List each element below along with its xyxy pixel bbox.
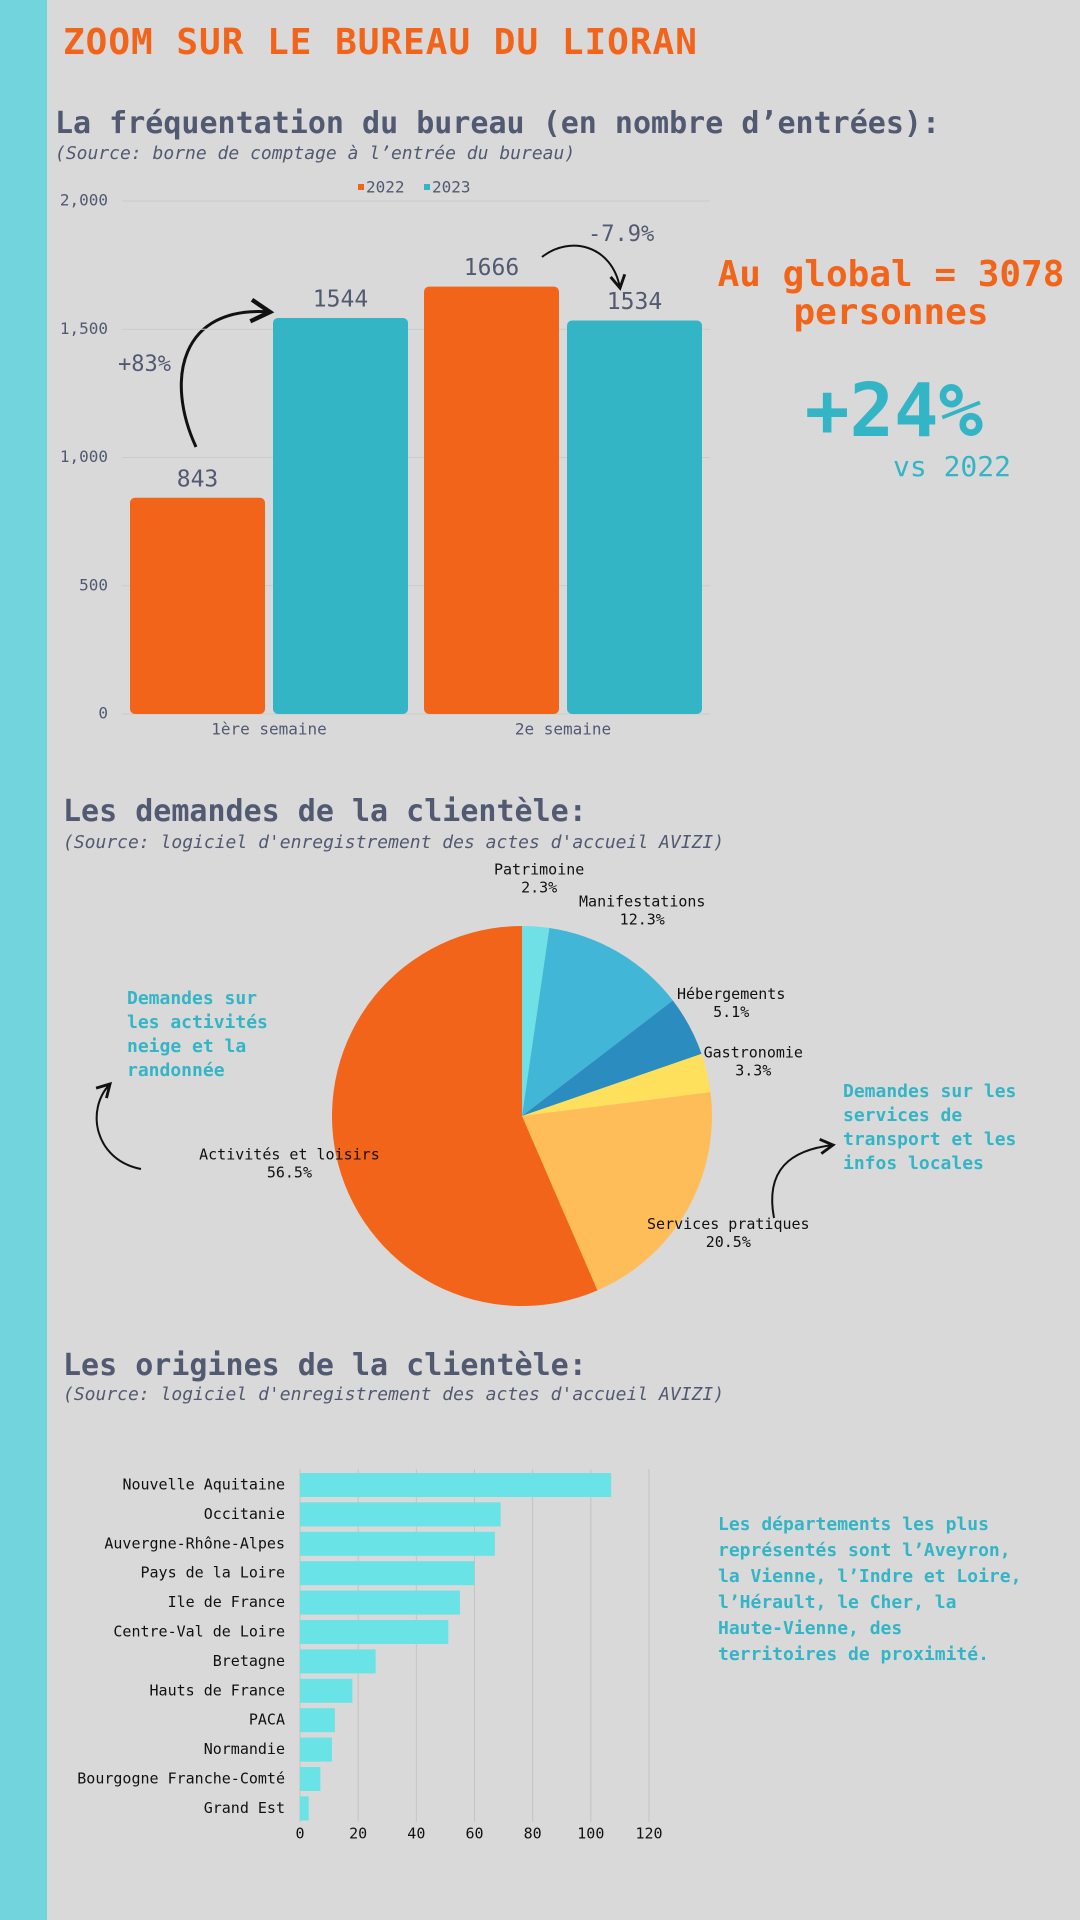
chart-subtitle: (Source: borne de comptage à l’entrée du… xyxy=(55,143,576,164)
y-tick-label: Ile de France xyxy=(168,1593,285,1611)
x-tick-label: 1ère semaine xyxy=(211,720,327,739)
y-tick-label: PACA xyxy=(249,1711,285,1729)
bar xyxy=(300,1531,495,1556)
x-tick-label: 2e semaine xyxy=(515,720,611,739)
x-tick-label: 40 xyxy=(407,1825,425,1843)
slice-label: Gastronomie xyxy=(704,1044,803,1062)
annotation: Au global = 3078 personnes xyxy=(717,254,1065,333)
bar xyxy=(424,286,559,714)
annotation: Les départements les plus représentés so… xyxy=(718,1514,1022,1665)
pie-slice xyxy=(522,926,550,1116)
bar xyxy=(273,317,408,714)
annotation: vs 2022 xyxy=(893,450,1012,483)
value-label: 843 xyxy=(177,466,219,492)
annotation: Demandes sur les services de transport e… xyxy=(843,1081,1017,1174)
y-tick-label: 0 xyxy=(98,704,108,723)
bar xyxy=(300,1796,309,1821)
annotation: +83% xyxy=(118,352,171,377)
slice-value-label: 12.3% xyxy=(620,911,665,929)
y-tick-label: 500 xyxy=(79,575,108,594)
y-tick-label: Centre-Val de Loire xyxy=(113,1623,285,1641)
bar xyxy=(300,1678,353,1703)
y-tick-label: Auvergne-Rhône-Alpes xyxy=(104,1534,285,1552)
annotation: -7.9% xyxy=(588,222,655,247)
chart-title: La fréquentation du bureau (en nombre d’… xyxy=(55,106,941,141)
bar xyxy=(300,1620,449,1644)
chart-title: Les demandes de la clientèle: xyxy=(63,794,587,829)
annotation: Demandes sur les activités neige et la r… xyxy=(127,988,268,1081)
slice-label: Manifestations xyxy=(579,893,705,911)
page-title: ZOOM SUR LE BUREAU DU LIORAN xyxy=(63,22,698,63)
y-tick-label: 1,500 xyxy=(60,319,108,338)
value-label: 1534 xyxy=(607,289,662,315)
legend-marker xyxy=(424,184,430,190)
bar xyxy=(300,1473,612,1497)
bar xyxy=(300,1767,321,1791)
chart-title: Les origines de la clientèle: xyxy=(63,1348,587,1383)
bar xyxy=(300,1737,332,1762)
y-tick-label: Pays de la Loire xyxy=(141,1564,286,1582)
x-tick-label: 0 xyxy=(295,1825,304,1843)
pie-slice xyxy=(522,1000,702,1116)
pie-slice xyxy=(522,1092,712,1291)
x-tick-label: 120 xyxy=(635,1825,662,1843)
pie-slice xyxy=(332,926,598,1306)
y-tick-label: Hauts de France xyxy=(150,1681,285,1699)
bar xyxy=(130,497,265,714)
slice-label: Services pratiques xyxy=(647,1215,810,1233)
x-tick-label: 100 xyxy=(577,1825,604,1843)
bar xyxy=(300,1590,460,1615)
slice-label: Activités et loisirs xyxy=(199,1146,380,1164)
slice-value-label: 56.5% xyxy=(267,1164,312,1182)
chart-subtitle: (Source: logiciel d'enregistrement des a… xyxy=(63,1384,725,1405)
bar xyxy=(300,1649,376,1674)
slice-value-label: 3.3% xyxy=(735,1062,771,1080)
chart-subtitle: (Source: logiciel d'enregistrement des a… xyxy=(63,832,725,853)
slice-value-label: 5.1% xyxy=(713,1003,749,1021)
annotation: +24% xyxy=(804,368,984,454)
value-label: 1666 xyxy=(464,255,519,281)
side-stripe xyxy=(0,0,47,1920)
legend-marker xyxy=(358,184,364,190)
x-tick-label: 20 xyxy=(349,1825,367,1843)
legend-label: 2022 xyxy=(366,178,405,197)
arrow xyxy=(771,1137,836,1219)
legend-label: 2023 xyxy=(432,178,471,197)
y-tick-label: Grand Est xyxy=(204,1799,285,1817)
y-tick-label: Bourgogne Franche-Comté xyxy=(77,1770,285,1788)
slice-label: Patrimoine xyxy=(494,861,584,879)
value-label: 1544 xyxy=(313,286,368,312)
arrow xyxy=(179,297,275,448)
bar xyxy=(300,1708,335,1733)
slice-label: Hébergements xyxy=(677,985,785,1003)
arrow xyxy=(95,1081,142,1170)
pie-slice xyxy=(522,927,673,1116)
bar xyxy=(567,320,702,714)
y-tick-label: Occitanie xyxy=(204,1505,285,1523)
y-tick-label: 2,000 xyxy=(60,191,108,210)
slice-value-label: 2.3% xyxy=(521,879,557,897)
y-tick-label: Nouvelle Aquitaine xyxy=(122,1476,285,1494)
x-tick-label: 60 xyxy=(465,1825,483,1843)
arrow xyxy=(541,244,627,291)
slice-value-label: 20.5% xyxy=(706,1233,751,1251)
bar xyxy=(300,1502,501,1527)
y-tick-label: 1,000 xyxy=(60,447,108,466)
y-tick-label: Bretagne xyxy=(213,1652,285,1670)
y-tick-label: Normandie xyxy=(204,1740,285,1758)
pie-slice xyxy=(522,1053,711,1116)
x-tick-label: 80 xyxy=(524,1825,542,1843)
bar xyxy=(300,1561,475,1586)
